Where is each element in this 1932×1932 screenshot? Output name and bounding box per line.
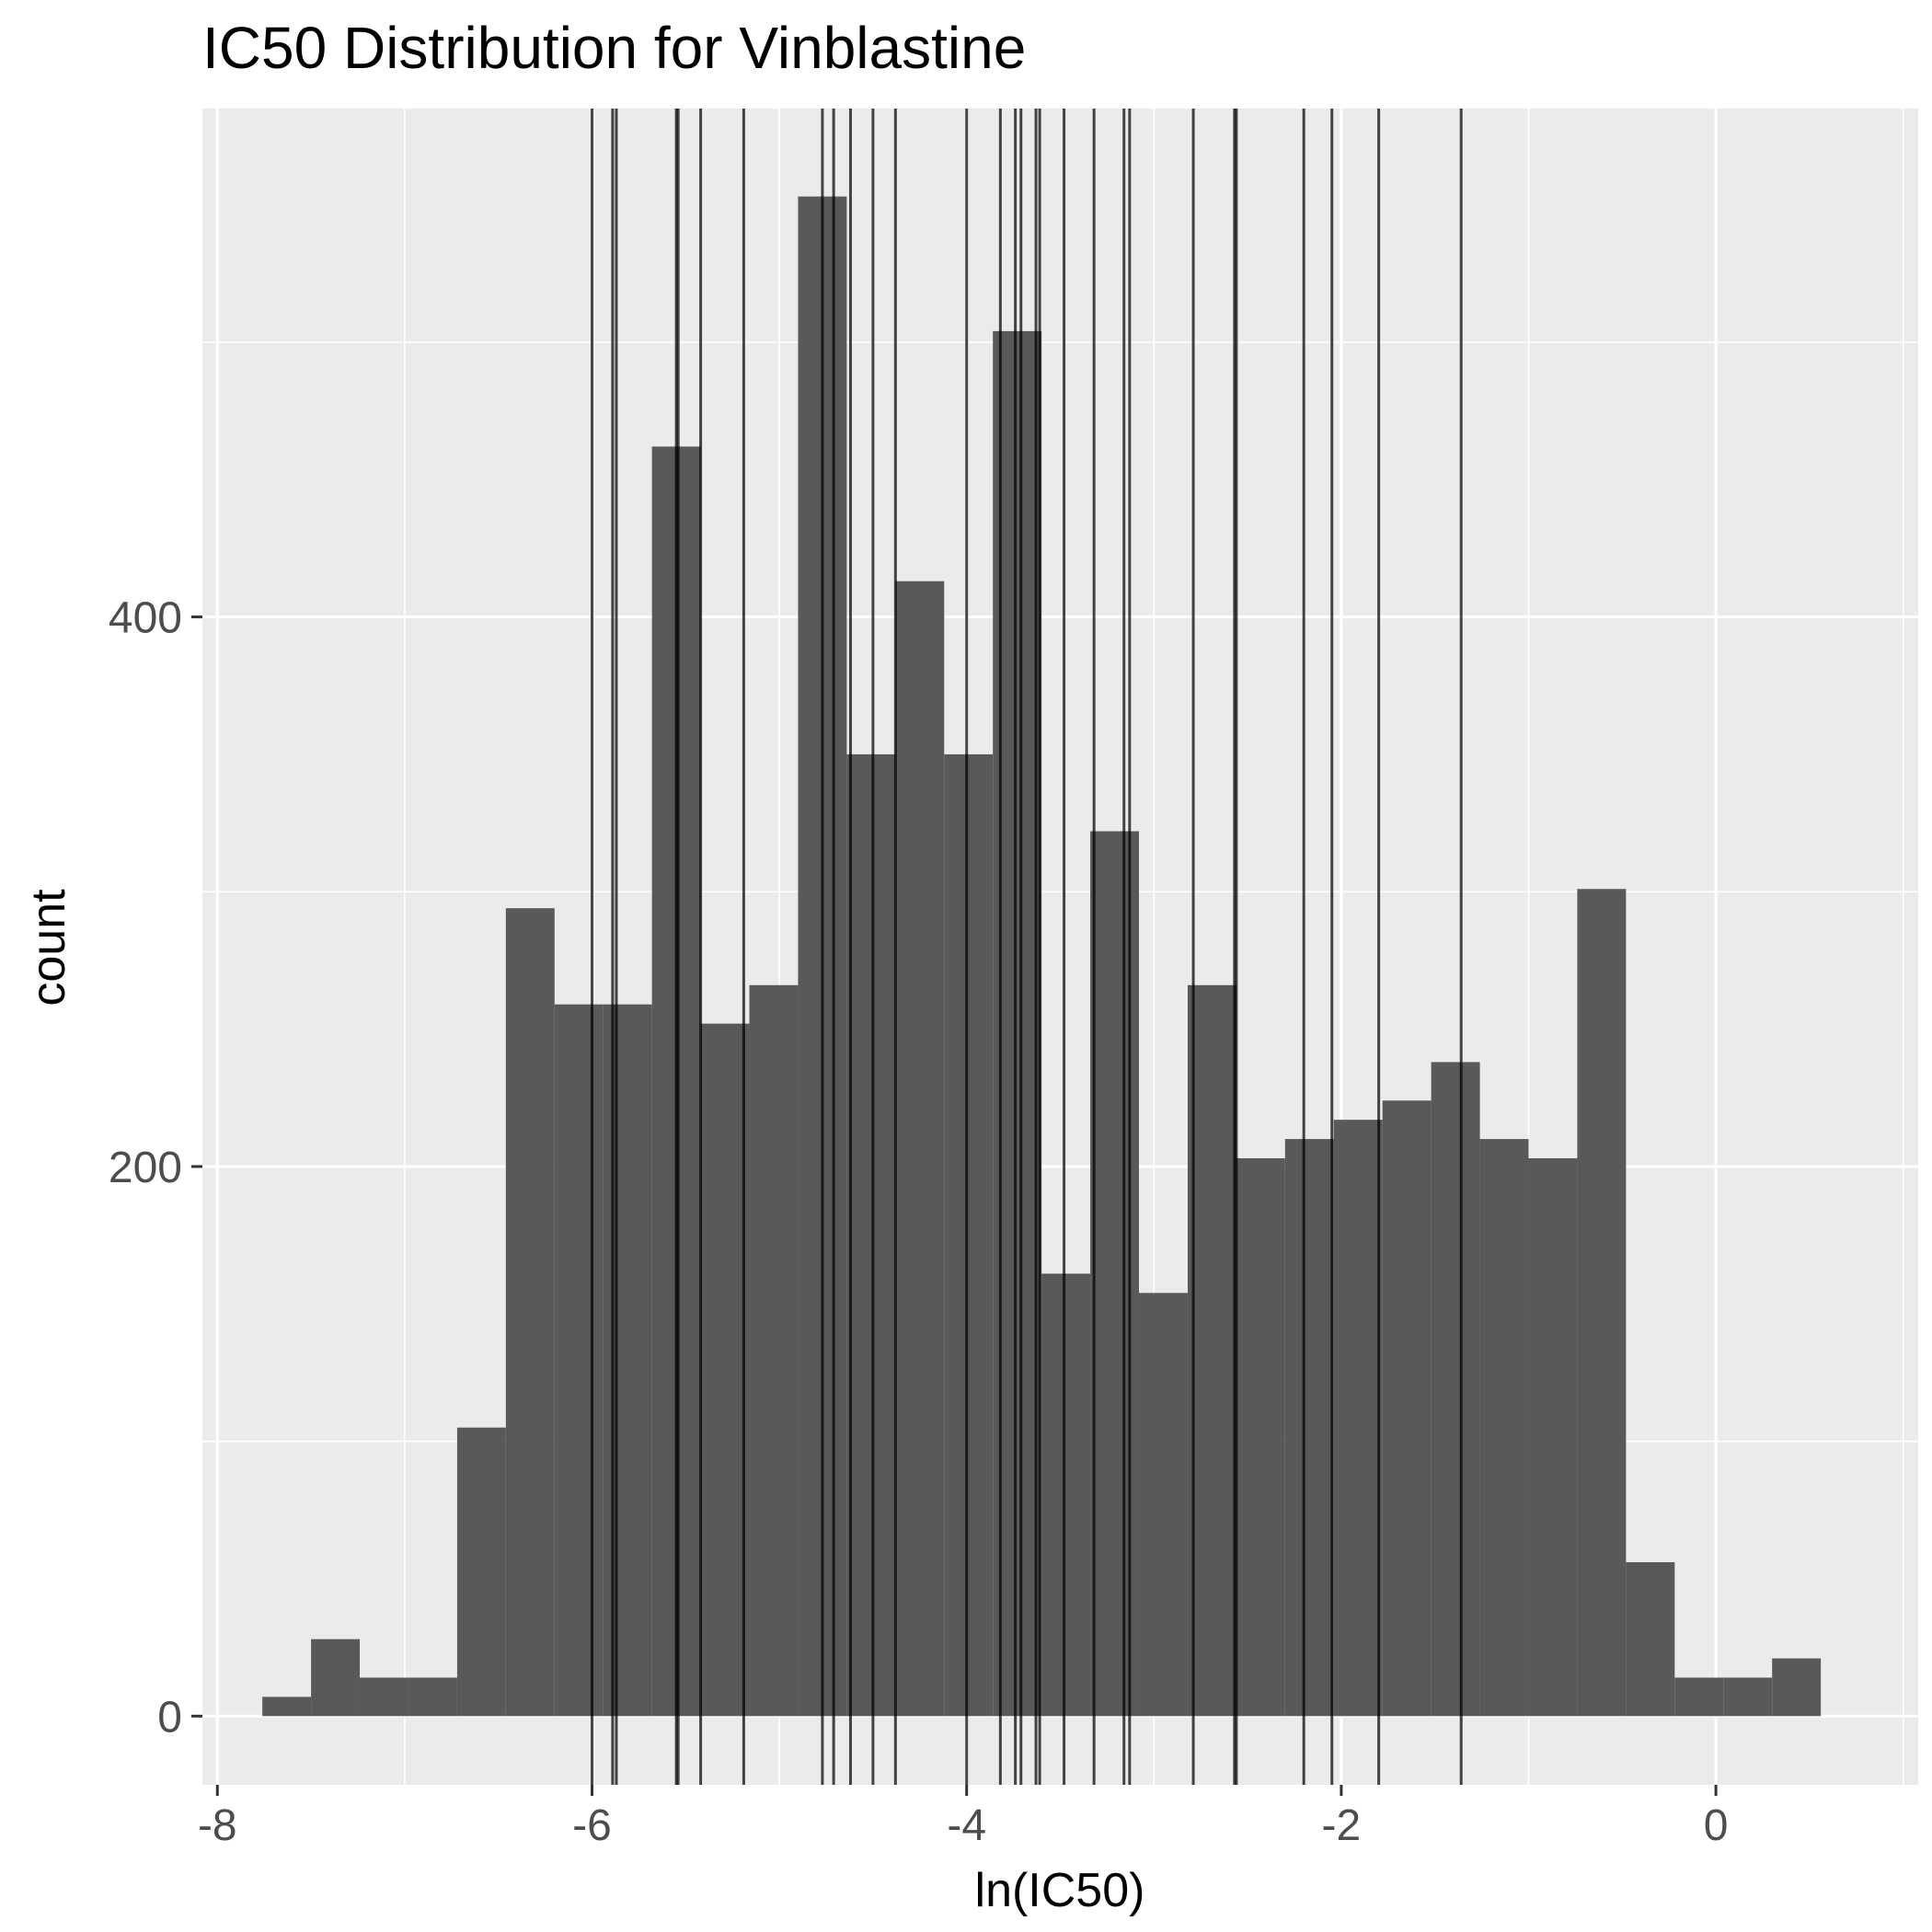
histogram-bar [1284,1139,1334,1717]
histogram-bar [1090,831,1140,1717]
histogram-bar [1139,1293,1188,1717]
vertical-reference-lines [590,109,1463,1785]
histogram-bar [360,1677,408,1717]
y-tick-label: 200 [109,1144,182,1192]
x-tick-label: -8 [198,1801,237,1850]
histogram-bar [846,753,896,1717]
histogram-bar [1723,1677,1773,1717]
histogram-bar [895,581,945,1717]
histogram-bar [1041,1273,1091,1717]
histogram-bar [1382,1100,1432,1717]
x-tick-label: -6 [572,1801,612,1850]
histogram-bar [1236,1157,1285,1717]
histogram-bar [1577,889,1627,1717]
histogram-bar [1626,1562,1675,1717]
histogram-bar [456,1427,506,1717]
x-tick-label: -2 [1322,1801,1362,1850]
axis-ticks [191,615,1718,1796]
histogram-bar [1772,1658,1822,1717]
y-tick-label: 400 [109,594,182,643]
tick-labels: -8 -6 -4 -2 0 0 200 400 [109,594,1729,1850]
histogram-bar [749,984,799,1717]
histogram-bar [1187,984,1236,1717]
histogram-bar [554,1004,604,1717]
histogram-bar [1431,1062,1480,1717]
y-tick-label: 0 [157,1693,182,1742]
histogram-bar [262,1696,312,1717]
chart-title: IC50 Distribution for Vinblastine [202,15,1026,81]
histogram-bar [1528,1157,1578,1717]
histogram-bar [603,1004,652,1717]
histogram-bar [505,908,555,1717]
x-tick-label: 0 [1704,1801,1729,1850]
histogram-bar [944,753,994,1717]
x-axis-title: ln(IC50) [975,1864,1145,1917]
histogram-bar [311,1639,361,1717]
x-tick-label: -4 [947,1801,986,1850]
histogram-bar [408,1677,457,1717]
histogram-bar [1479,1139,1529,1717]
y-axis-title: count [22,889,75,1006]
histogram-bar [1333,1120,1383,1717]
histogram-bar [700,1023,750,1717]
histogram-bar [1674,1677,1724,1717]
